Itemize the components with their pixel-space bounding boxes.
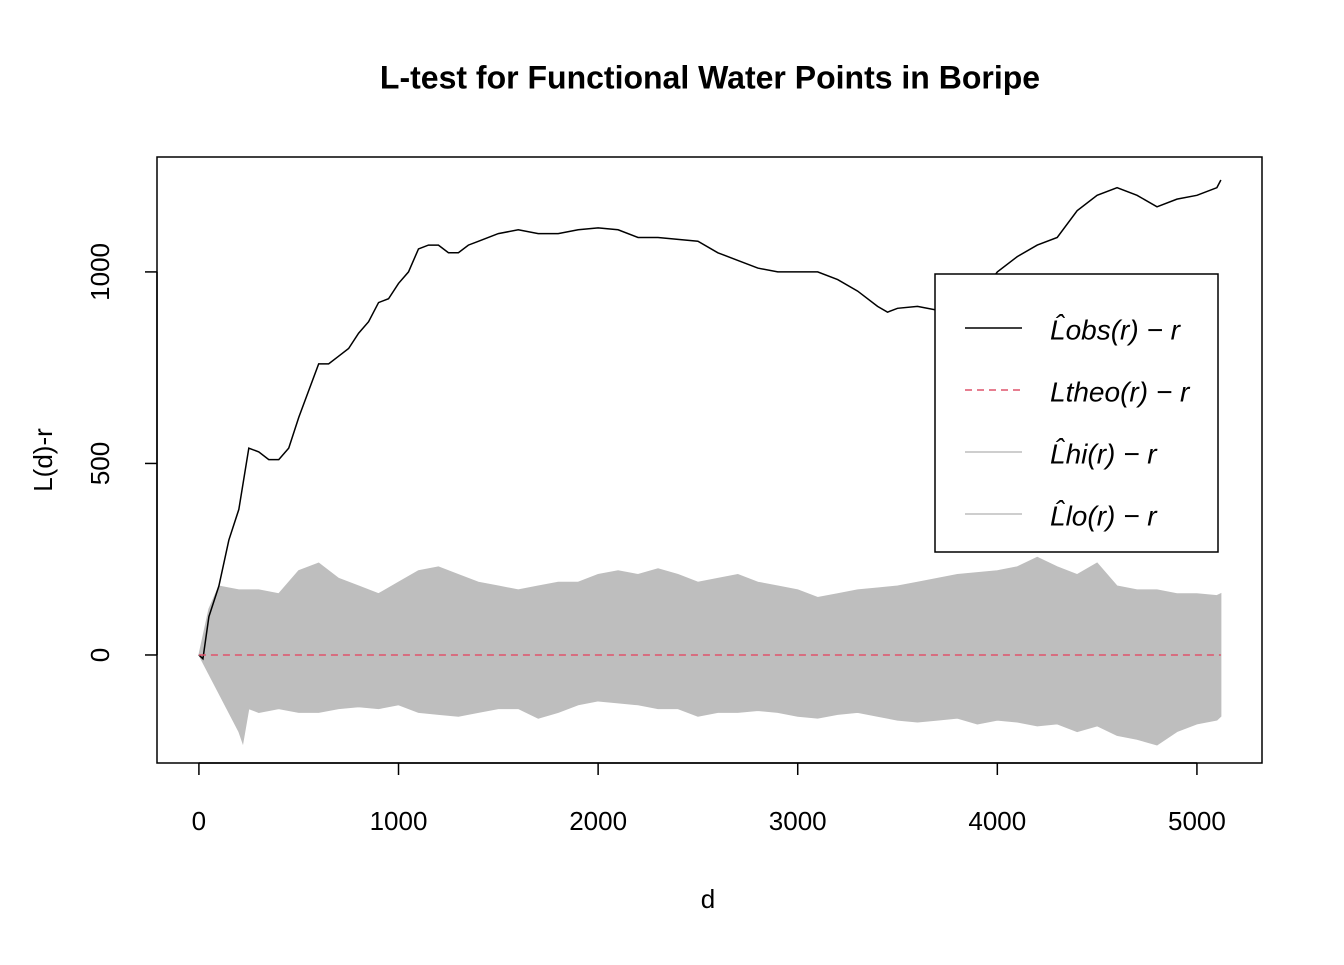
legend-box bbox=[934, 273, 1219, 553]
legend-label: L̂obs(r) − r bbox=[1050, 314, 1182, 345]
y-tick-label: 1000 bbox=[85, 243, 115, 301]
chart-title: L-test for Functional Water Points in Bo… bbox=[380, 59, 1040, 95]
envelope-area bbox=[198, 654, 1222, 746]
x-tick-label: 2000 bbox=[569, 806, 627, 836]
x-tick-label: 1000 bbox=[370, 806, 428, 836]
legend-label: Ltheo(r) − r bbox=[1050, 376, 1191, 407]
y-tick-label: 0 bbox=[85, 648, 115, 662]
legend-label: L̂hi(r) − r bbox=[1050, 438, 1158, 469]
x-tick-label: 4000 bbox=[968, 806, 1026, 836]
y-axis-label: L(d)-r bbox=[28, 428, 58, 492]
legend-label: L̂lo(r) − r bbox=[1050, 500, 1158, 531]
x-tick-label: 5000 bbox=[1168, 806, 1226, 836]
x-axis-label: d bbox=[701, 884, 715, 914]
series-line bbox=[198, 179, 1222, 661]
plot-area bbox=[198, 179, 1222, 746]
x-tick-label: 0 bbox=[192, 806, 206, 836]
x-tick-label: 3000 bbox=[769, 806, 827, 836]
y-tick-label: 500 bbox=[85, 442, 115, 485]
envelope-area bbox=[198, 556, 1222, 656]
